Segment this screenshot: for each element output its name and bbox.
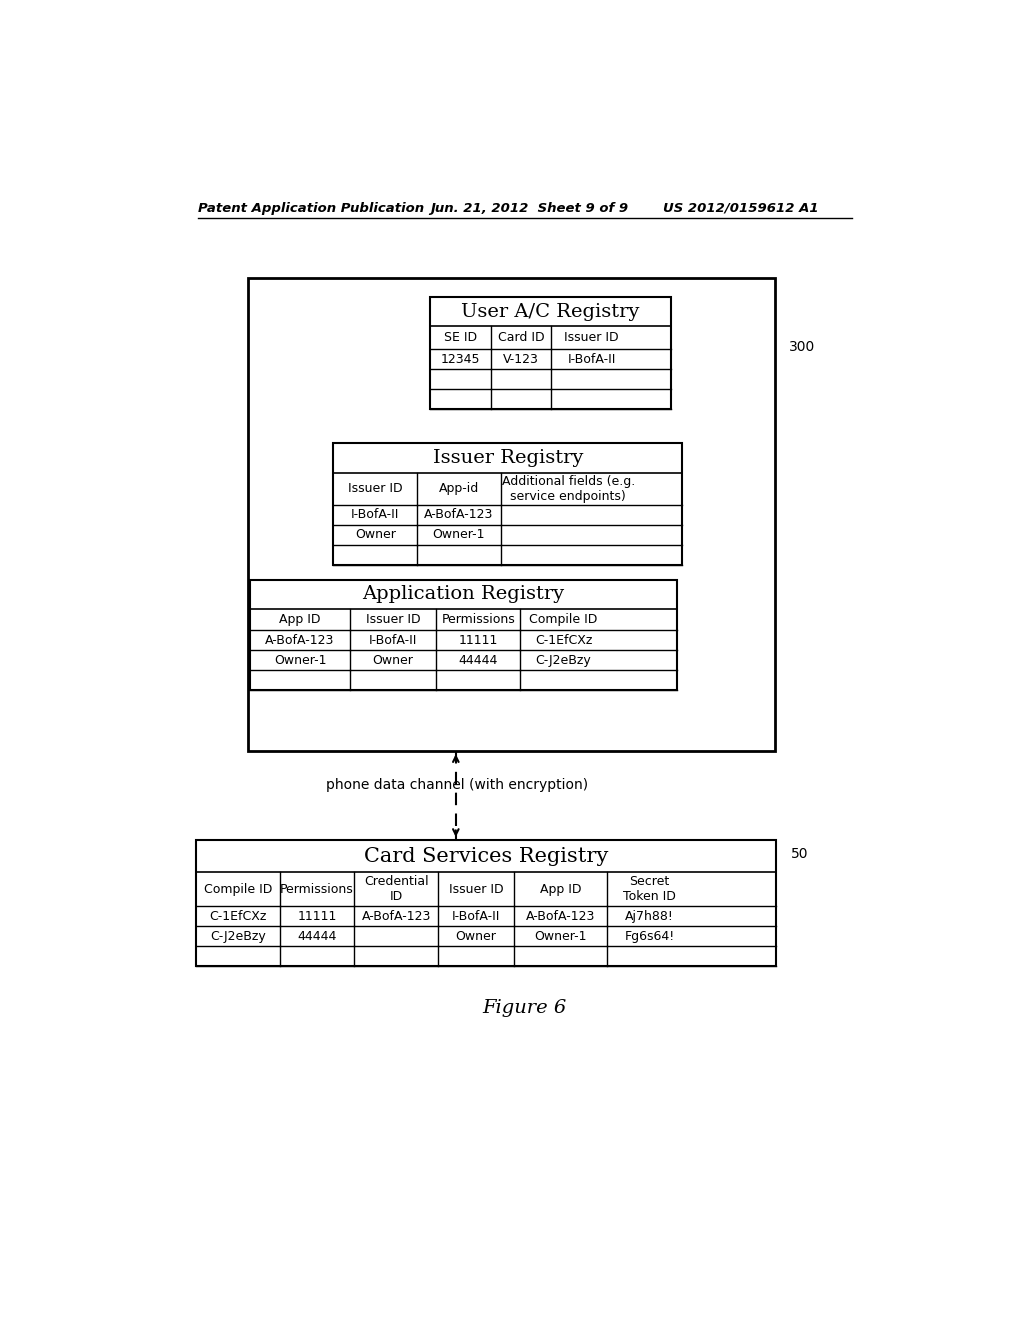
Text: V-123: V-123 [503,352,539,366]
Text: C-1EfCXz: C-1EfCXz [535,634,592,647]
Text: US 2012/0159612 A1: US 2012/0159612 A1 [663,202,818,215]
Bar [197,840,776,966]
Text: A-BofA-123: A-BofA-123 [265,634,335,647]
Text: 11111: 11111 [297,909,337,923]
Text: Fg6s64!: Fg6s64! [625,929,675,942]
Text: C-1EfCXz: C-1EfCXz [209,909,266,923]
Text: Compile ID: Compile ID [529,612,598,626]
Text: 300: 300 [790,341,815,354]
Text: Issuer ID: Issuer ID [348,482,402,495]
Text: phone data channel (with encryption): phone data channel (with encryption) [327,779,589,792]
Text: 11111: 11111 [459,634,498,647]
Text: I-BofA-II: I-BofA-II [567,352,615,366]
Bar [251,579,677,690]
Text: I-BofA-II: I-BofA-II [369,634,417,647]
Text: Owner: Owner [354,528,395,541]
Text: SE ID: SE ID [444,331,477,345]
Text: Aj7h88!: Aj7h88! [625,909,674,923]
Text: Card ID: Card ID [498,331,544,345]
Text: I-BofA-II: I-BofA-II [452,909,500,923]
Text: Owner-1: Owner-1 [535,929,587,942]
Bar [334,444,682,565]
Text: App ID: App ID [540,883,582,896]
Text: Card Services Registry: Card Services Registry [364,846,608,866]
Text: Issuer ID: Issuer ID [564,331,618,345]
Text: Owner-1: Owner-1 [273,653,327,667]
Text: Issuer ID: Issuer ID [449,883,503,896]
Text: I-BofA-II: I-BofA-II [351,508,399,521]
Text: Issuer ID: Issuer ID [366,612,421,626]
Text: 44444: 44444 [459,653,498,667]
Text: Additional fields (e.g.
service endpoints): Additional fields (e.g. service endpoint… [502,475,635,503]
Text: Compile ID: Compile ID [204,883,272,896]
Text: Figure 6: Figure 6 [482,999,567,1018]
Text: C-J2eBzy: C-J2eBzy [536,653,592,667]
Text: Jun. 21, 2012  Sheet 9 of 9: Jun. 21, 2012 Sheet 9 of 9 [430,202,629,215]
Text: User A/C Registry: User A/C Registry [461,302,640,321]
Text: Patent Application Publication: Patent Application Publication [198,202,424,215]
Text: Owner-1: Owner-1 [433,528,485,541]
Bar [430,297,671,409]
Text: Secret
Token ID: Secret Token ID [624,875,676,903]
Text: C-J2eBzy: C-J2eBzy [210,929,266,942]
Text: Owner: Owner [456,929,497,942]
Text: Application Registry: Application Registry [362,585,564,603]
Text: A-BofA-123: A-BofA-123 [424,508,494,521]
Text: A-BofA-123: A-BofA-123 [525,909,595,923]
Text: App-id: App-id [439,482,479,495]
Text: App ID: App ID [280,612,321,626]
Text: Permissions: Permissions [441,612,515,626]
Text: Issuer Registry: Issuer Registry [432,449,583,467]
Text: Permissions: Permissions [281,883,354,896]
Text: Credential
ID: Credential ID [364,875,428,903]
Text: Owner: Owner [373,653,414,667]
Text: A-BofA-123: A-BofA-123 [361,909,431,923]
Text: 44444: 44444 [297,929,337,942]
Bar [248,277,775,751]
Text: 50: 50 [792,846,809,861]
Text: 12345: 12345 [440,352,480,366]
